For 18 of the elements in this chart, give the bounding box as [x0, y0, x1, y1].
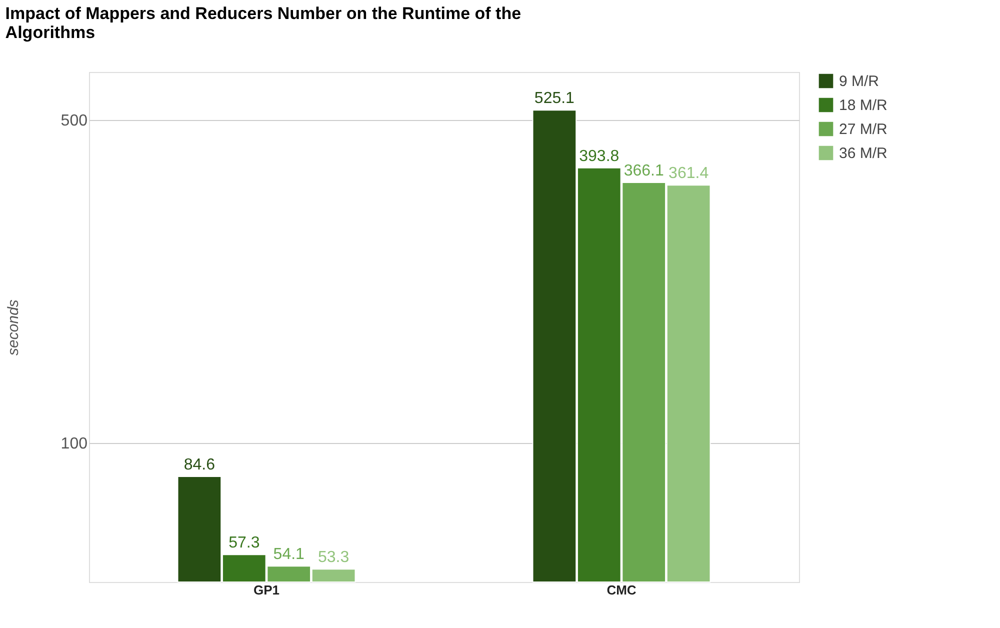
data-label: 361.4	[668, 165, 709, 182]
legend-label: 9 M/R	[839, 73, 880, 90]
data-label: 53.3	[318, 549, 350, 566]
y-tick-label: 500	[60, 112, 88, 130]
legend-label: 36 M/R	[839, 145, 888, 162]
data-label: 57.3	[228, 534, 260, 552]
data-label: 84.6	[184, 456, 216, 474]
data-label: 393.8	[579, 148, 620, 165]
x-tick-label: GP1	[253, 582, 280, 598]
data-label: 54.1	[273, 546, 305, 564]
chart-title: Impact of Mappers and Reducers Number on the Runtime of the Algorithms	[5, 4, 522, 42]
data-label: 525.1	[534, 90, 575, 108]
x-tick-label: CMC	[606, 582, 637, 598]
y-axis-title: seconds	[4, 299, 22, 356]
legend-label: 27 M/R	[839, 121, 888, 138]
legend-label: 18 M/R	[839, 97, 888, 114]
y-tick-label: 100	[60, 435, 88, 452]
data-label: 366.1	[624, 162, 664, 180]
